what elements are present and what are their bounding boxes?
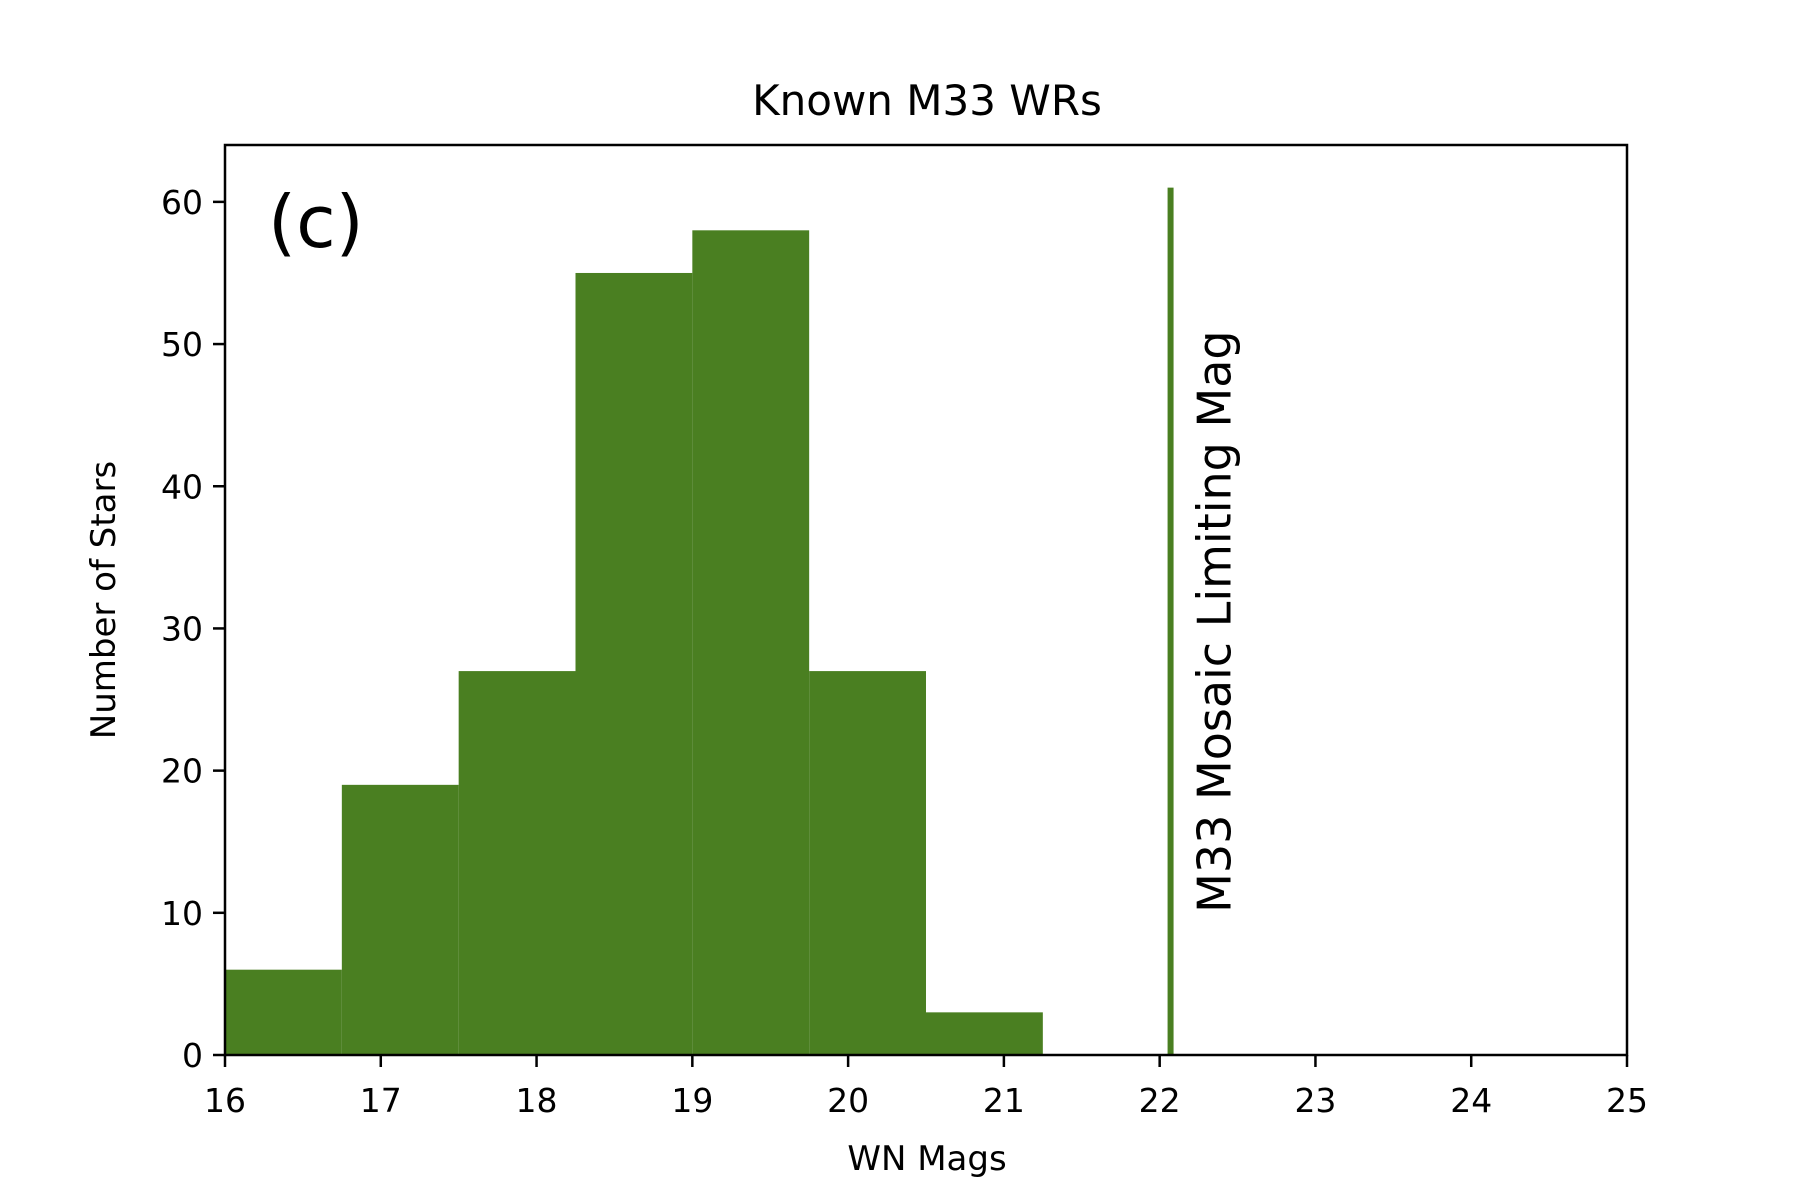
x-tick-label: 21	[983, 1081, 1025, 1120]
histogram-bar-3	[458, 671, 576, 1055]
x-tick-label: 17	[360, 1081, 402, 1120]
x-tick-label: 25	[1606, 1081, 1648, 1120]
histogram-bar-4	[575, 272, 693, 1055]
histogram-bar-6	[809, 671, 926, 1055]
histogram-bar-7	[926, 1012, 1043, 1055]
y-tick-label: 10	[161, 894, 203, 933]
y-tick-label: 20	[161, 752, 203, 791]
x-tick-label: 24	[1450, 1081, 1492, 1120]
x-tick-label: 16	[204, 1081, 246, 1120]
chart-title: Known M33 WRs	[752, 76, 1102, 125]
panel-label: (c)	[268, 180, 364, 264]
histogram-bar-2	[341, 784, 459, 1055]
y-axis-ticks: 0 10 20 30 40 50 60	[161, 183, 225, 1075]
histogram-bars	[225, 230, 1043, 1055]
x-tick-label: 23	[1294, 1081, 1336, 1120]
x-tick-label: 19	[671, 1081, 713, 1120]
y-axis-title: Number of Stars	[84, 461, 124, 739]
y-tick-label: 0	[182, 1036, 203, 1075]
y-tick-label: 60	[161, 183, 203, 222]
x-axis-title: WN Mags	[847, 1139, 1006, 1179]
x-tick-label: 22	[1139, 1081, 1181, 1120]
x-tick-label: 20	[827, 1081, 869, 1120]
x-tick-label: 18	[516, 1081, 558, 1120]
y-tick-label: 30	[161, 609, 203, 648]
histogram-bar-5	[692, 230, 810, 1055]
histogram-bar-1	[225, 969, 342, 1055]
plot-frame	[223, 143, 1629, 1057]
y-tick-label: 40	[161, 467, 203, 506]
y-tick-label: 50	[161, 325, 203, 364]
limiting-mag-label: M33 Mosaic Limiting Mag	[1188, 330, 1242, 912]
x-axis-ticks: 16 17 18 19 20 21 22 23 24 25	[204, 1055, 1648, 1120]
